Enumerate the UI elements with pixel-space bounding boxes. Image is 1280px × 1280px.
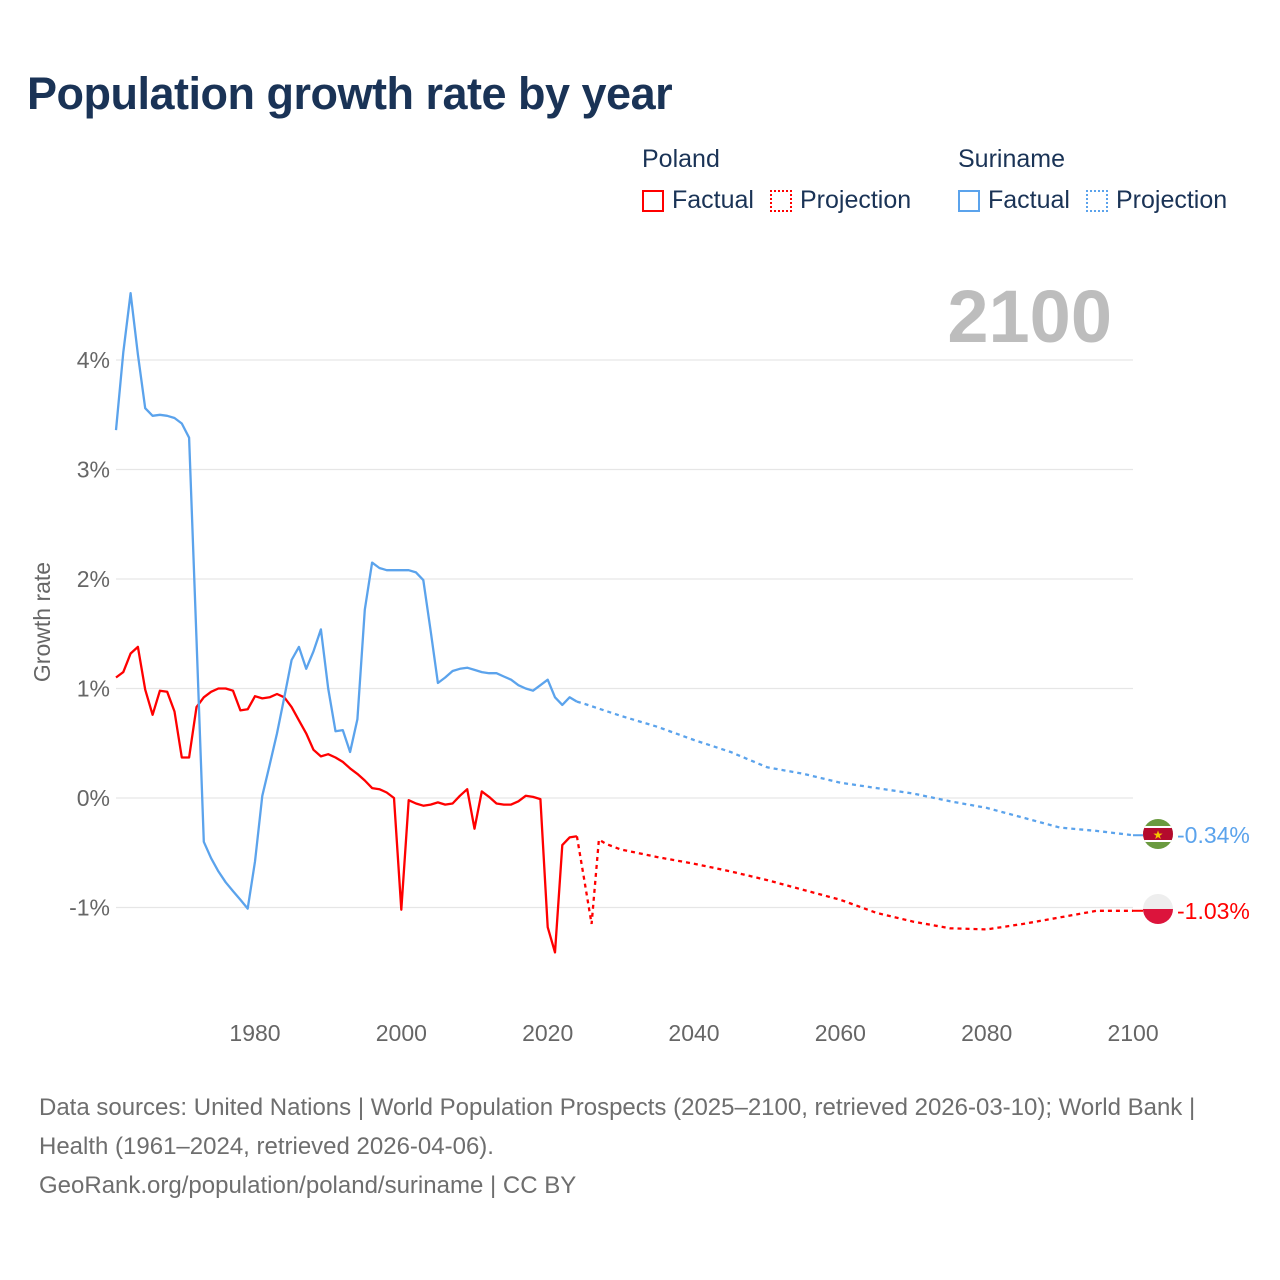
suriname-flag-icon: ★ bbox=[1143, 819, 1173, 849]
year-indicator: 2100 bbox=[947, 275, 1112, 358]
poland-end-label: -1.03% bbox=[1177, 898, 1250, 924]
legend-poland-items: Factual Projection bbox=[642, 186, 927, 215]
dotted-swatch-icon bbox=[769, 189, 792, 212]
legend-poland-factual[interactable]: Factual bbox=[642, 186, 754, 215]
y-tick-label: 1% bbox=[77, 676, 110, 702]
poland-projection-line bbox=[575, 836, 1133, 931]
solid-swatch-icon bbox=[958, 189, 980, 212]
legend-suriname-projection[interactable]: Projection bbox=[1085, 186, 1228, 215]
legend-label: Projection bbox=[1115, 186, 1228, 214]
legend-poland-projection[interactable]: Projection bbox=[769, 186, 912, 215]
solid-swatch-icon bbox=[642, 189, 664, 212]
legend-label: Projection bbox=[799, 186, 912, 214]
legend-group-suriname: Suriname bbox=[958, 145, 1065, 173]
legend-suriname-factual[interactable]: Factual bbox=[958, 186, 1070, 215]
chart-title: Population growth rate by year bbox=[27, 68, 673, 119]
legend-group-poland: Poland bbox=[642, 145, 720, 173]
poland-flag-icon bbox=[1143, 894, 1173, 924]
x-tick-label: 2060 bbox=[815, 1020, 866, 1046]
data-sources: Data sources: United Nations | World Pop… bbox=[39, 1094, 1196, 1160]
x-tick-label: 2000 bbox=[376, 1020, 427, 1046]
legend-suriname-items: Factual Projection bbox=[958, 186, 1243, 215]
suriname-factual-line bbox=[114, 292, 578, 910]
suriname-projection-line bbox=[576, 700, 1134, 837]
y-tick-label: 0% bbox=[77, 785, 110, 811]
y-axis-label: Growth rate bbox=[29, 562, 55, 682]
x-tick-label: 2100 bbox=[1107, 1020, 1158, 1046]
x-tick-label: 2040 bbox=[668, 1020, 719, 1046]
y-tick-label: -1% bbox=[69, 895, 110, 921]
y-tick-label: 3% bbox=[77, 457, 110, 483]
x-tick-label: 2080 bbox=[961, 1020, 1012, 1046]
y-tick-label: 2% bbox=[77, 566, 110, 592]
svg-text:★: ★ bbox=[1153, 828, 1164, 842]
legend-label: Factual bbox=[988, 186, 1070, 214]
x-tick-label: 1980 bbox=[229, 1020, 280, 1046]
footer: Data sources: United Nations | World Pop… bbox=[39, 1088, 1239, 1205]
legend-label: Factual bbox=[672, 186, 754, 214]
credit-link[interactable]: GeoRank.org/population/poland/suriname |… bbox=[39, 1172, 577, 1199]
y-tick-label: 4% bbox=[77, 347, 110, 373]
dotted-swatch-icon bbox=[1085, 189, 1108, 212]
suriname-end-label: -0.34% bbox=[1177, 822, 1250, 848]
x-tick-label: 2020 bbox=[522, 1020, 573, 1046]
poland-factual-line bbox=[115, 645, 578, 954]
